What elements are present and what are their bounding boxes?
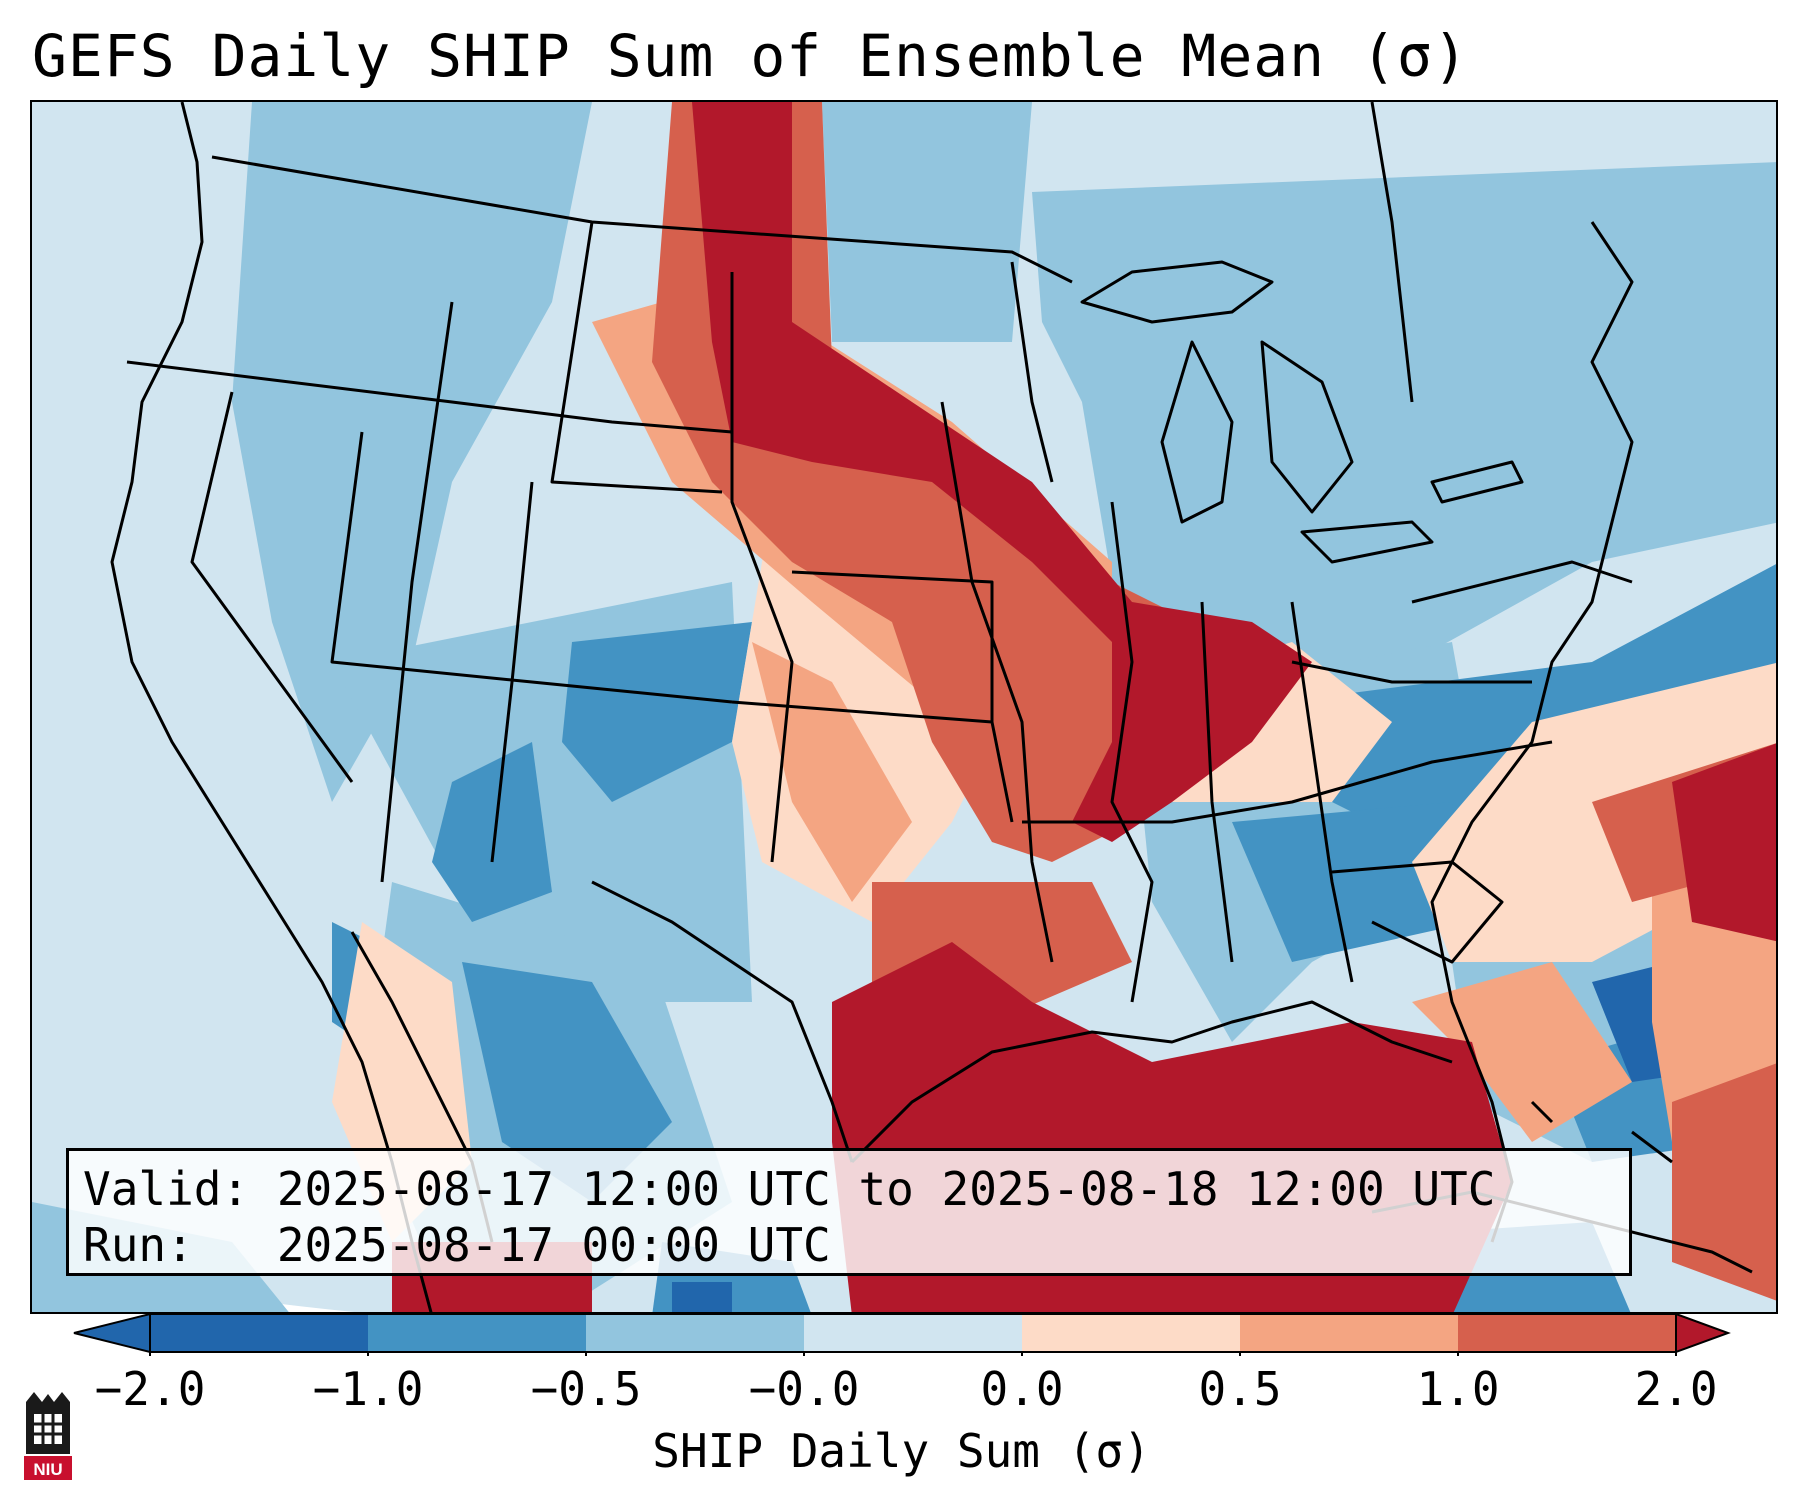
colorbar-tick-label: −1.0 — [312, 1362, 424, 1416]
colorbar-tick-label: −2.0 — [94, 1362, 206, 1416]
colorbar-segment-2 — [368, 1314, 586, 1352]
niu-logo-text: NIU — [33, 1460, 62, 1479]
colorbar-tick-label: 2.0 — [1634, 1362, 1718, 1416]
colorbar-segment-4 — [804, 1314, 1022, 1352]
valid-time-line: Valid: 2025-08-17 12:00 UTC to 2025-08-1… — [83, 1162, 1496, 1216]
colorbar-segment-5 — [1022, 1314, 1240, 1352]
colorbar-tick-label: 0.5 — [1198, 1362, 1282, 1416]
colorbar-tick-label: 0.0 — [980, 1362, 1064, 1416]
map-title: GEFS Daily SHIP Sum of Ensemble Mean (σ) — [32, 22, 1469, 90]
colorbar-tick-label: −0.0 — [748, 1362, 860, 1416]
colorbar-extend-low — [73, 1312, 151, 1354]
colorbar-tick-label: 1.0 — [1416, 1362, 1500, 1416]
colorbar-segment-7 — [1458, 1314, 1676, 1352]
map-canvas — [32, 102, 1776, 1312]
colorbar-tick-label: −0.5 — [530, 1362, 642, 1416]
colorbar-ticks — [149, 1352, 1677, 1356]
colorbar — [73, 1312, 1731, 1356]
colorbar-title: SHIP Daily Sum (σ) — [652, 1424, 1151, 1478]
colorbar-segment-1 — [150, 1314, 368, 1352]
niu-logo: NIU — [24, 1392, 72, 1480]
map-panel — [30, 100, 1778, 1314]
colorbar-segment-6 — [1240, 1314, 1458, 1352]
run-time-line: Run: 2025-08-17 00:00 UTC — [83, 1218, 831, 1272]
colorbar-extend-high — [1675, 1312, 1731, 1354]
geographic-borders — [110, 102, 1753, 1312]
validity-info-box: Valid: 2025-08-17 12:00 UTC to 2025-08-1… — [66, 1148, 1632, 1276]
colorbar-segment-3 — [586, 1314, 804, 1352]
